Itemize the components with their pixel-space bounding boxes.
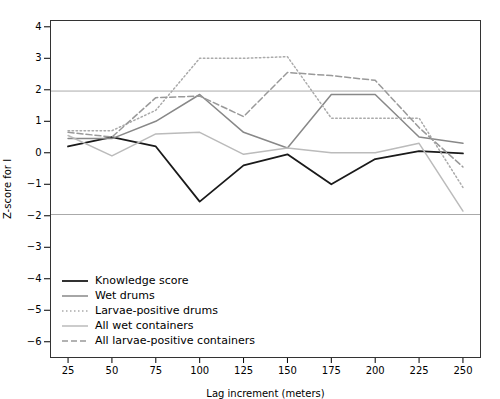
svg-text:1: 1	[35, 115, 41, 126]
svg-text:50: 50	[106, 365, 119, 376]
svg-text:175: 175	[322, 365, 341, 376]
svg-text:200: 200	[366, 365, 385, 376]
svg-text:−1: −1	[27, 178, 42, 189]
svg-text:100: 100	[190, 365, 209, 376]
svg-text:−5: −5	[27, 304, 42, 315]
svg-text:−6: −6	[27, 336, 42, 347]
svg-text:25: 25	[62, 365, 75, 376]
html-text:Knowledge score: Knowledge score	[95, 274, 189, 287]
svg-text:4: 4	[35, 21, 41, 32]
html-text:All wet containers: All wet containers	[95, 319, 194, 332]
html-text:All larvae-positive containers: All larvae-positive containers	[95, 334, 255, 347]
svg-text:225: 225	[410, 365, 429, 376]
svg-text:−2: −2	[27, 210, 42, 221]
svg-text:Lag increment (meters): Lag increment (meters)	[206, 388, 324, 399]
svg-text:Z-score for I: Z-score for I	[2, 159, 13, 219]
svg-text:−4: −4	[27, 273, 42, 284]
html-text:Larvae-positive drums: Larvae-positive drums	[95, 304, 218, 317]
svg-text:250: 250	[453, 365, 472, 376]
svg-text:150: 150	[278, 365, 297, 376]
svg-text:3: 3	[35, 52, 41, 63]
svg-text:0: 0	[35, 147, 41, 158]
svg-text:−3: −3	[27, 241, 42, 252]
html-text:Wet drums: Wet drums	[95, 289, 155, 302]
svg-text:125: 125	[234, 365, 253, 376]
svg-text:75: 75	[149, 365, 162, 376]
svg-text:2: 2	[35, 84, 41, 95]
